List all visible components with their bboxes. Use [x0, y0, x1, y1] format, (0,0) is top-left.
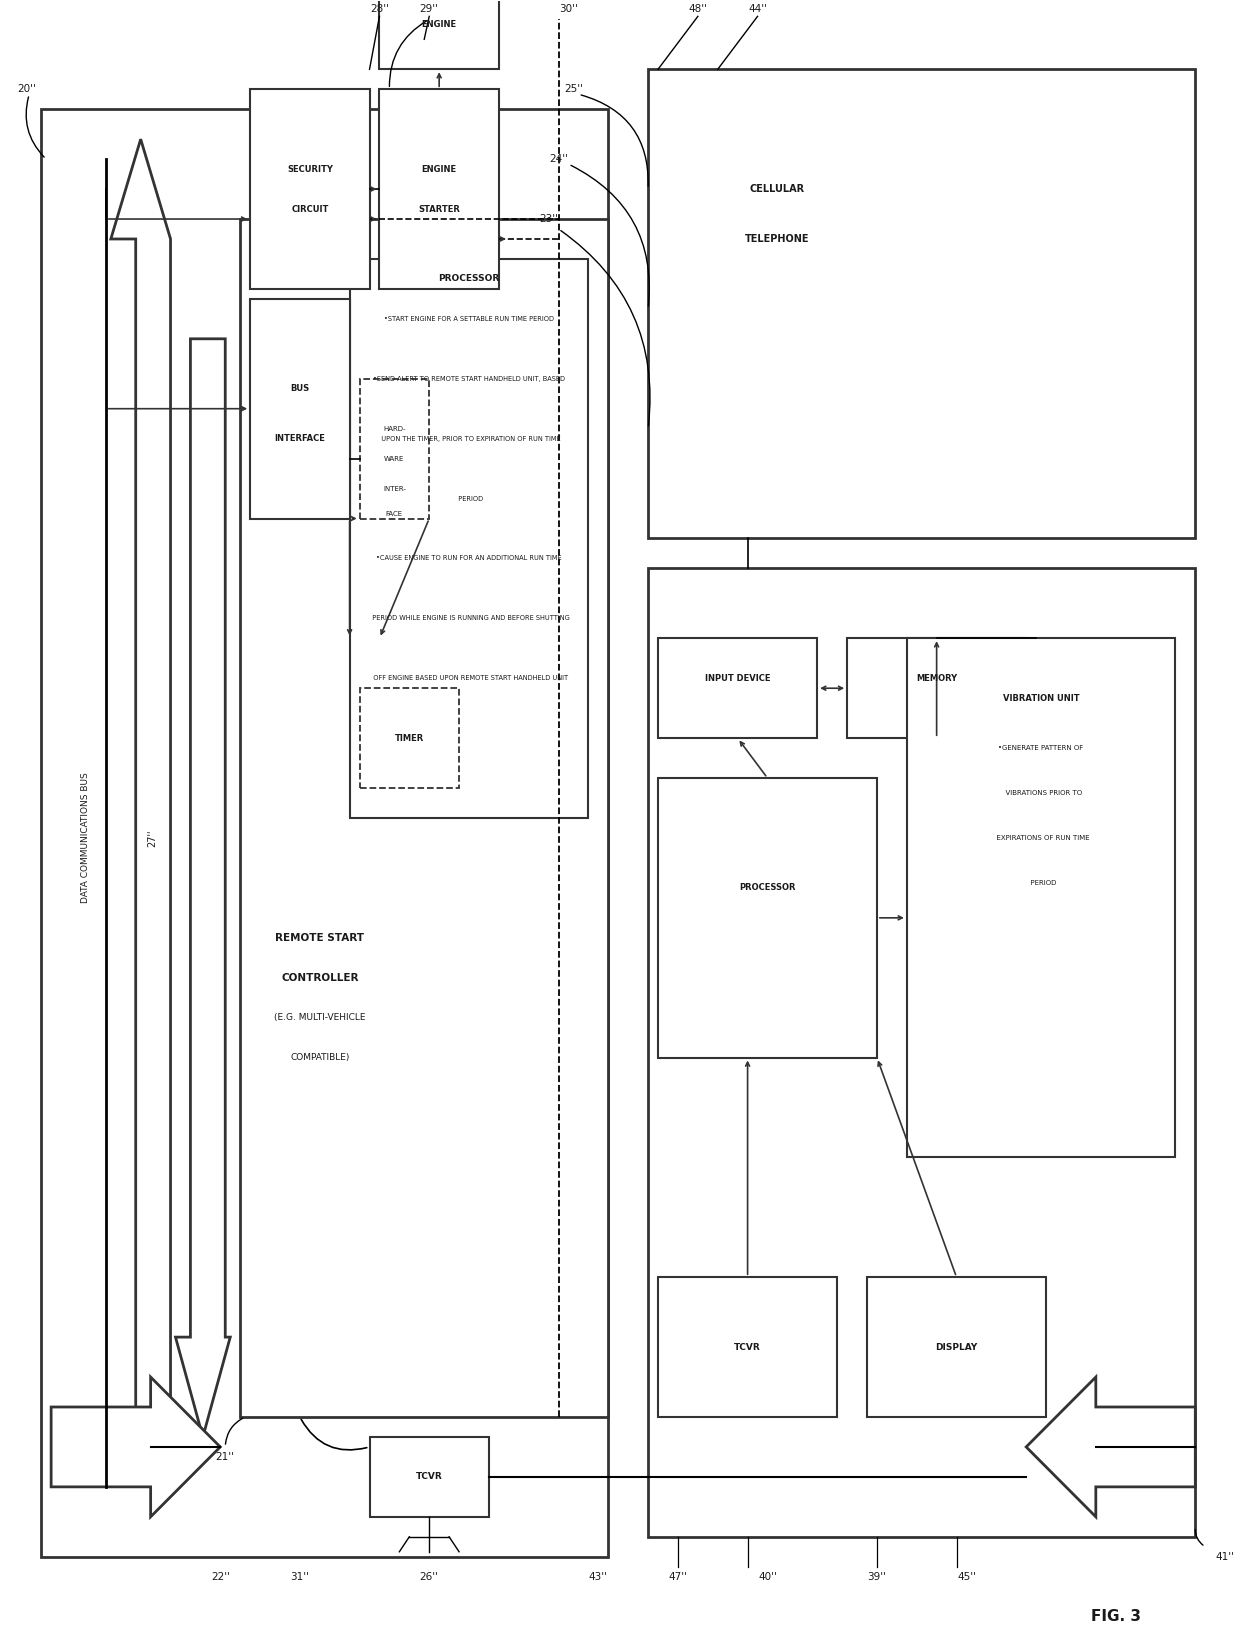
Text: 29'': 29'' — [419, 5, 439, 15]
Bar — [350, 259, 589, 817]
Text: TELEPHONE: TELEPHONE — [745, 234, 810, 244]
Text: BUS: BUS — [290, 385, 310, 393]
Text: PERIOD WHILE ENGINE IS RUNNING AND BEFORE SHUTTING: PERIOD WHILE ENGINE IS RUNNING AND BEFOR… — [368, 616, 570, 621]
Bar — [360, 688, 459, 788]
Text: 22'': 22'' — [211, 1572, 229, 1582]
Text: ENGINE: ENGINE — [422, 20, 456, 29]
Text: INTER-: INTER- — [383, 485, 405, 491]
Text: 44'': 44'' — [748, 5, 768, 15]
Text: •START ENGINE FOR A SETTABLE RUN TIME PERIOD: •START ENGINE FOR A SETTABLE RUN TIME PE… — [384, 316, 554, 321]
Bar — [241, 219, 609, 1417]
Text: DISPLAY: DISPLAY — [935, 1343, 977, 1351]
Text: VIBRATIONS PRIOR TO: VIBRATIONS PRIOR TO — [1001, 790, 1081, 796]
Text: 39'': 39'' — [868, 1572, 887, 1582]
Bar — [360, 378, 429, 519]
Bar — [658, 1278, 837, 1417]
Bar — [906, 639, 1176, 1158]
Text: 48'': 48'' — [688, 5, 707, 15]
Text: DATA COMMUNICATIONS BUS: DATA COMMUNICATIONS BUS — [82, 773, 91, 903]
Text: •CAUSE ENGINE TO RUN FOR AN ADDITIONAL RUN TIME: •CAUSE ENGINE TO RUN FOR AN ADDITIONAL R… — [376, 555, 562, 562]
Text: EXPIRATIONS OF RUN TIME: EXPIRATIONS OF RUN TIME — [992, 835, 1090, 840]
Text: PERIOD: PERIOD — [1025, 880, 1056, 886]
Text: CIRCUIT: CIRCUIT — [291, 205, 329, 213]
Text: PROCESSOR: PROCESSOR — [739, 883, 796, 893]
Text: 27'': 27'' — [148, 829, 157, 847]
Bar — [370, 1437, 489, 1517]
Text: FACE: FACE — [386, 511, 403, 516]
Text: 31'': 31'' — [290, 1572, 309, 1582]
Text: (E.G. MULTI-VEHICLE: (E.G. MULTI-VEHICLE — [274, 1014, 366, 1022]
Bar — [250, 298, 350, 519]
Text: TIMER: TIMER — [394, 734, 424, 742]
Text: 30'': 30'' — [559, 5, 578, 15]
Text: SECURITY: SECURITY — [286, 164, 332, 174]
Text: 25'': 25'' — [564, 84, 583, 95]
Text: 41'': 41'' — [1215, 1551, 1234, 1561]
Bar — [658, 639, 817, 739]
Text: VIBRATION UNIT: VIBRATION UNIT — [1003, 695, 1079, 703]
Polygon shape — [51, 1378, 221, 1517]
Text: 45'': 45'' — [957, 1572, 976, 1582]
Bar — [649, 69, 1195, 539]
Bar — [379, 88, 498, 288]
Bar — [867, 1278, 1047, 1417]
Bar — [41, 110, 609, 1556]
Text: 28'': 28'' — [370, 5, 389, 15]
Text: TCVR: TCVR — [734, 1343, 761, 1351]
Text: MEMORY: MEMORY — [916, 673, 957, 683]
Text: WARE: WARE — [384, 455, 404, 462]
Text: 23'': 23'' — [539, 215, 558, 224]
Bar — [250, 88, 370, 288]
Text: •SEND ALERT TO REMOTE START HANDHELD UNIT, BASED: •SEND ALERT TO REMOTE START HANDHELD UNI… — [373, 375, 565, 382]
Text: INPUT DEVICE: INPUT DEVICE — [704, 673, 770, 683]
Text: 24'': 24'' — [549, 154, 568, 164]
Text: TCVR: TCVR — [415, 1473, 443, 1481]
Text: PROCESSOR: PROCESSOR — [439, 275, 500, 283]
Text: HARD-: HARD- — [383, 426, 405, 432]
Text: STARTER: STARTER — [418, 205, 460, 213]
Text: ENGINE: ENGINE — [422, 164, 456, 174]
Polygon shape — [1027, 1378, 1195, 1517]
Bar — [649, 568, 1195, 1536]
Text: COMPATIBLE): COMPATIBLE) — [290, 1053, 350, 1061]
Text: PERIOD: PERIOD — [454, 496, 484, 501]
Text: 21'': 21'' — [216, 1451, 234, 1463]
Text: CELLULAR: CELLULAR — [750, 183, 805, 193]
Text: 43'': 43'' — [589, 1572, 608, 1582]
Text: •GENERATE PATTERN OF: •GENERATE PATTERN OF — [998, 745, 1084, 752]
Text: 20'': 20'' — [17, 84, 36, 95]
Bar — [847, 639, 1027, 739]
Polygon shape — [176, 339, 231, 1437]
Text: 40'': 40'' — [758, 1572, 777, 1582]
Text: UPON THE TIMER, PRIOR TO EXPIRATION OF RUN TIME: UPON THE TIMER, PRIOR TO EXPIRATION OF R… — [377, 436, 560, 442]
Text: REMOTE START: REMOTE START — [275, 932, 365, 943]
Text: INTERFACE: INTERFACE — [274, 434, 325, 444]
Text: OFF ENGINE BASED UPON REMOTE START HANDHELD UNIT: OFF ENGINE BASED UPON REMOTE START HANDH… — [370, 675, 569, 681]
Polygon shape — [110, 139, 171, 1417]
Text: 26'': 26'' — [419, 1572, 439, 1582]
Bar — [658, 778, 877, 1058]
Text: 47'': 47'' — [668, 1572, 687, 1582]
Text: CONTROLLER: CONTROLLER — [281, 973, 358, 983]
Bar — [379, 0, 498, 69]
Text: FIG. 3: FIG. 3 — [1091, 1609, 1141, 1625]
